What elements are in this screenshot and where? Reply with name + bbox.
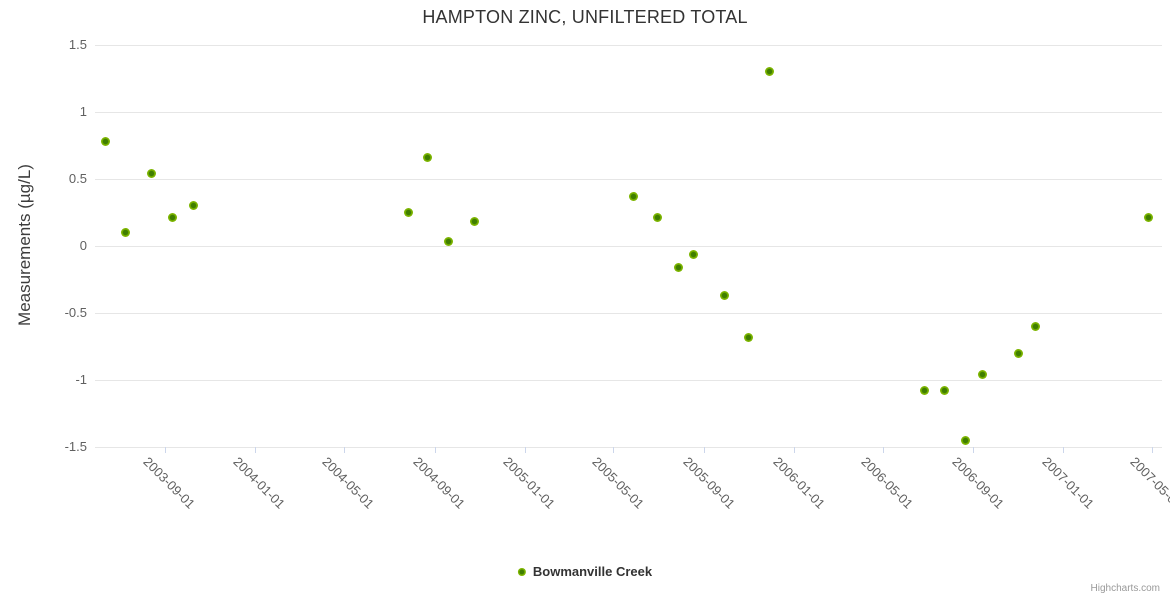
x-axis-tick bbox=[164, 447, 166, 453]
data-point[interactable] bbox=[688, 249, 698, 259]
y-axis-label: 0.5 bbox=[68, 171, 87, 186]
data-point[interactable] bbox=[764, 67, 774, 77]
data-point[interactable] bbox=[919, 386, 929, 396]
y-axis-label: -1 bbox=[75, 372, 87, 387]
grid-line bbox=[95, 44, 1162, 46]
x-axis-label: 2005-09-01 bbox=[679, 454, 738, 512]
legend-label: Bowmanville Creek bbox=[532, 564, 653, 579]
data-point[interactable] bbox=[469, 217, 479, 227]
x-axis-tick bbox=[434, 447, 436, 453]
data-point[interactable] bbox=[422, 153, 432, 163]
data-point[interactable] bbox=[961, 435, 971, 445]
plot-area: 2003-09-01 2004-01-01 2004-05-01 2004-09-01… bbox=[95, 44, 1170, 512]
highcharts-credits-link[interactable]: Highcharts.com bbox=[1090, 583, 1160, 594]
x-axis-line bbox=[95, 447, 1162, 448]
data-point[interactable] bbox=[1031, 321, 1041, 331]
data-point[interactable] bbox=[188, 201, 198, 211]
grid-line bbox=[95, 379, 1162, 381]
legend-item-bowmanville-creek[interactable]: Bowmanville Creek bbox=[517, 564, 653, 579]
data-point[interactable] bbox=[100, 136, 110, 146]
y-axis-label: -0.5 bbox=[64, 305, 87, 320]
x-axis-label: 2007-05-01 bbox=[1127, 454, 1170, 512]
x-axis-tick bbox=[254, 447, 256, 453]
x-axis-label: 2005-05-01 bbox=[589, 454, 647, 512]
data-point[interactable] bbox=[167, 213, 177, 223]
x-axis-tick bbox=[794, 447, 796, 453]
data-point[interactable] bbox=[121, 228, 131, 238]
x-axis-tick bbox=[343, 447, 345, 453]
x-axis-label: 2003-09-01 bbox=[140, 454, 199, 512]
grid-line bbox=[95, 178, 1162, 180]
y-axis-label: 0 bbox=[79, 238, 87, 253]
data-point[interactable] bbox=[978, 370, 988, 380]
legend-marker-icon bbox=[517, 567, 526, 576]
data-point[interactable] bbox=[629, 191, 639, 201]
data-point[interactable] bbox=[652, 213, 662, 223]
y-axis-label: 1 bbox=[79, 104, 87, 119]
x-axis-tick bbox=[613, 447, 615, 453]
x-axis-tick bbox=[882, 447, 884, 453]
x-axis-label: 2005-01-01 bbox=[500, 454, 559, 512]
x-axis-label: 2004-01-01 bbox=[230, 454, 289, 512]
data-point[interactable] bbox=[674, 262, 684, 272]
data-point[interactable] bbox=[404, 208, 414, 217]
data-point[interactable] bbox=[719, 291, 729, 301]
x-axis-tick bbox=[973, 447, 975, 453]
x-axis-label: 2006-01-01 bbox=[769, 454, 828, 512]
data-point[interactable] bbox=[1013, 348, 1023, 358]
y-axis-label: 1.5 bbox=[68, 37, 87, 52]
data-point[interactable] bbox=[939, 386, 949, 396]
x-axis-label: 2004-09-01 bbox=[410, 454, 469, 512]
x-axis-label: 2006-09-01 bbox=[949, 454, 1007, 512]
data-point[interactable] bbox=[146, 169, 156, 179]
x-axis-label: 2006-05-01 bbox=[858, 454, 917, 512]
x-axis-tick bbox=[1063, 447, 1065, 453]
grid-line bbox=[95, 312, 1162, 314]
x-axis-label: 2007-01-01 bbox=[1039, 454, 1097, 512]
x-axis-tick bbox=[704, 447, 705, 453]
grid-line bbox=[95, 111, 1162, 113]
grid-line bbox=[95, 245, 1162, 247]
data-point[interactable] bbox=[743, 332, 753, 342]
x-axis-label: 2004-05-01 bbox=[319, 454, 378, 512]
x-axis-tick bbox=[1151, 447, 1153, 453]
x-axis-tick bbox=[524, 447, 526, 453]
grid-line bbox=[95, 446, 1162, 448]
data-point[interactable] bbox=[1144, 213, 1154, 223]
y-axis-label: -1.5 bbox=[64, 439, 87, 454]
data-point[interactable] bbox=[443, 237, 453, 247]
chart-title: HAMPTON ZINC, UNFILTERED TOTAL bbox=[422, 7, 748, 27]
